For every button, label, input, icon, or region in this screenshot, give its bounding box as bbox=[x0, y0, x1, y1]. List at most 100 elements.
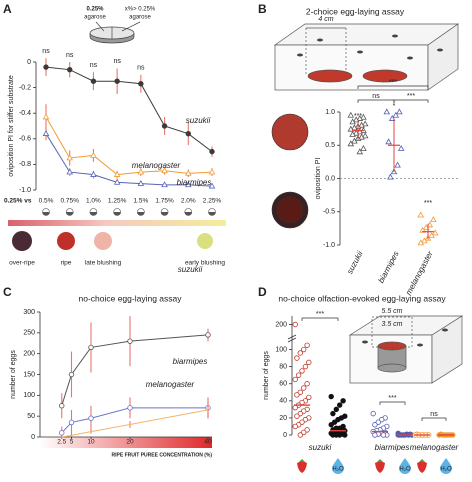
data-point bbox=[42, 113, 50, 120]
x-tick-label: 2.25% bbox=[203, 198, 222, 205]
significance-label: ns bbox=[137, 65, 145, 72]
data-point bbox=[208, 182, 216, 189]
y-tick-label: -0.4 bbox=[19, 110, 31, 117]
y-tick-label: 150 bbox=[23, 371, 35, 378]
y-tick-label: -0.6 bbox=[19, 136, 31, 143]
significance-label: *** bbox=[424, 200, 432, 207]
panel-letter: C bbox=[3, 285, 12, 299]
y-tick-label: 20 bbox=[279, 415, 287, 422]
data-point bbox=[330, 432, 336, 438]
y-tick-label: 0 bbox=[31, 434, 35, 441]
series-label: suzukii bbox=[186, 116, 211, 125]
comparison-label: ns bbox=[372, 93, 380, 100]
series-line bbox=[61, 334, 209, 406]
x-axis-label: RIPE FRUIT PUREE CONCENTRATION (%) bbox=[112, 452, 213, 458]
comparison-label: *** bbox=[389, 79, 397, 86]
series-label: suzukii bbox=[178, 265, 203, 274]
data-point bbox=[392, 111, 400, 118]
x-tick-label: 1.0% bbox=[86, 198, 101, 205]
x-tick-label: 5 bbox=[70, 439, 74, 446]
significance-label: ns bbox=[113, 58, 121, 65]
y-tick-label: 200 bbox=[23, 351, 35, 358]
data-point bbox=[302, 363, 309, 370]
data-point bbox=[387, 173, 394, 180]
data-point bbox=[185, 130, 191, 137]
data-point bbox=[42, 130, 50, 136]
data-point bbox=[208, 168, 216, 175]
y-tick-label: 0 bbox=[283, 432, 287, 439]
data-point bbox=[90, 78, 97, 84]
data-point bbox=[88, 344, 94, 351]
comparison-bracket bbox=[357, 85, 429, 89]
fruit-label: early blushing bbox=[185, 260, 225, 267]
stiffness-icon bbox=[89, 212, 97, 216]
data-point bbox=[161, 123, 168, 129]
comparison-bracket bbox=[421, 417, 447, 421]
data-point bbox=[370, 410, 376, 417]
y-tick-label: 100 bbox=[275, 346, 287, 353]
data-point bbox=[294, 355, 300, 361]
data-point bbox=[361, 120, 369, 127]
series-line bbox=[61, 409, 209, 438]
x-prefix: 0.25% vs bbox=[4, 198, 32, 205]
stiffness-icon bbox=[184, 212, 192, 216]
y-tick-label: -0.5 bbox=[323, 209, 335, 216]
data-point bbox=[161, 181, 168, 188]
scale-label: 4 cm bbox=[318, 16, 333, 23]
series-line bbox=[45, 66, 213, 152]
comparison-bracket bbox=[379, 401, 406, 405]
inset-label: 0.25% bbox=[86, 7, 104, 13]
stimulus-icons bbox=[297, 458, 452, 474]
x-tick-label: 2.5 bbox=[57, 439, 66, 446]
data-point bbox=[292, 321, 298, 328]
series-label: biarmipes bbox=[177, 178, 212, 187]
data-point bbox=[292, 423, 298, 430]
x-tick-label: 1.75% bbox=[155, 198, 174, 205]
y-tick-label: 200 bbox=[275, 321, 287, 328]
significance-label: ns bbox=[66, 52, 74, 59]
data-point bbox=[337, 402, 343, 408]
y-tick-label: 0.0 bbox=[325, 175, 335, 182]
data-point bbox=[356, 148, 364, 155]
x-tick-label: 40 bbox=[204, 439, 212, 446]
panel-letter: A bbox=[3, 2, 12, 16]
y-tick-label: 40 bbox=[279, 398, 287, 405]
data-point bbox=[59, 403, 65, 409]
data-point bbox=[358, 133, 365, 140]
data-point bbox=[397, 144, 405, 151]
data-point bbox=[421, 237, 428, 244]
data-point bbox=[297, 350, 303, 356]
stimulus-label: H₂O bbox=[332, 467, 344, 473]
data-point bbox=[113, 171, 121, 177]
data-point bbox=[383, 108, 391, 115]
series-line bbox=[45, 116, 213, 176]
y-axis-label: number of eggs bbox=[263, 351, 270, 400]
data-point bbox=[306, 359, 312, 366]
ripeness-gradient bbox=[8, 220, 226, 226]
data-point bbox=[185, 181, 192, 188]
data-point bbox=[68, 419, 75, 426]
data-point bbox=[292, 404, 298, 411]
data-point bbox=[185, 169, 192, 176]
data-point bbox=[209, 148, 215, 155]
fruit-label: ripe bbox=[61, 260, 72, 267]
data-point bbox=[385, 138, 392, 145]
data-point bbox=[349, 118, 356, 125]
chart-title: no-choice olfaction-evoked egg-laying as… bbox=[278, 293, 446, 303]
x-tick-label: 0.75% bbox=[60, 198, 79, 205]
data-point bbox=[304, 381, 310, 387]
data-point bbox=[347, 140, 355, 147]
data-point bbox=[417, 211, 425, 218]
data-point bbox=[114, 78, 120, 84]
data-point bbox=[301, 385, 307, 391]
inset-label: agarose bbox=[84, 15, 106, 21]
data-point bbox=[428, 232, 435, 238]
species-label: melanogaster bbox=[410, 443, 459, 452]
y-tick-label: 60 bbox=[279, 381, 287, 388]
inset-label: agarose bbox=[129, 15, 151, 21]
comparison-label: *** bbox=[388, 395, 396, 402]
inset-label: x%> 0.25% bbox=[125, 7, 156, 13]
significance-label: *** bbox=[354, 113, 362, 120]
